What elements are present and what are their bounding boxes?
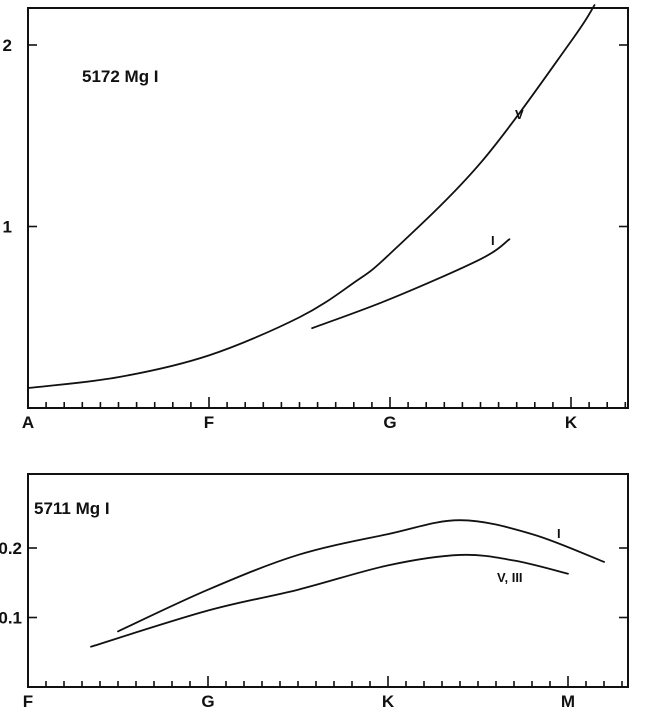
series-line	[90, 553, 569, 648]
y-tick-label: 1	[3, 218, 12, 237]
series-label: V, III	[497, 570, 523, 585]
x-tick-label: F	[23, 692, 33, 711]
x-tick-label: G	[201, 692, 214, 711]
series-label: I	[557, 526, 561, 541]
plot-frame	[27, 473, 629, 688]
series-line	[27, 4, 596, 389]
x-tick-label: K	[382, 692, 395, 711]
y-tick-label: 0.2	[0, 539, 22, 558]
x-tick-label: A	[22, 413, 34, 432]
panel-title: 5172 Mg I	[82, 67, 159, 86]
series-line	[311, 238, 511, 330]
x-tick-label: K	[565, 413, 578, 432]
x-tick-label: G	[383, 413, 396, 432]
y-tick-label: 0.1	[0, 609, 22, 628]
series-line	[117, 519, 605, 633]
series-label: I	[491, 233, 495, 248]
y-tick-label: 2	[3, 36, 12, 55]
x-tick-label: F	[204, 413, 214, 432]
x-tick-label: M	[561, 692, 575, 711]
series-label: V	[515, 107, 524, 122]
plot-frame	[27, 7, 629, 409]
panel-title: 5711 Mg I	[34, 499, 110, 518]
